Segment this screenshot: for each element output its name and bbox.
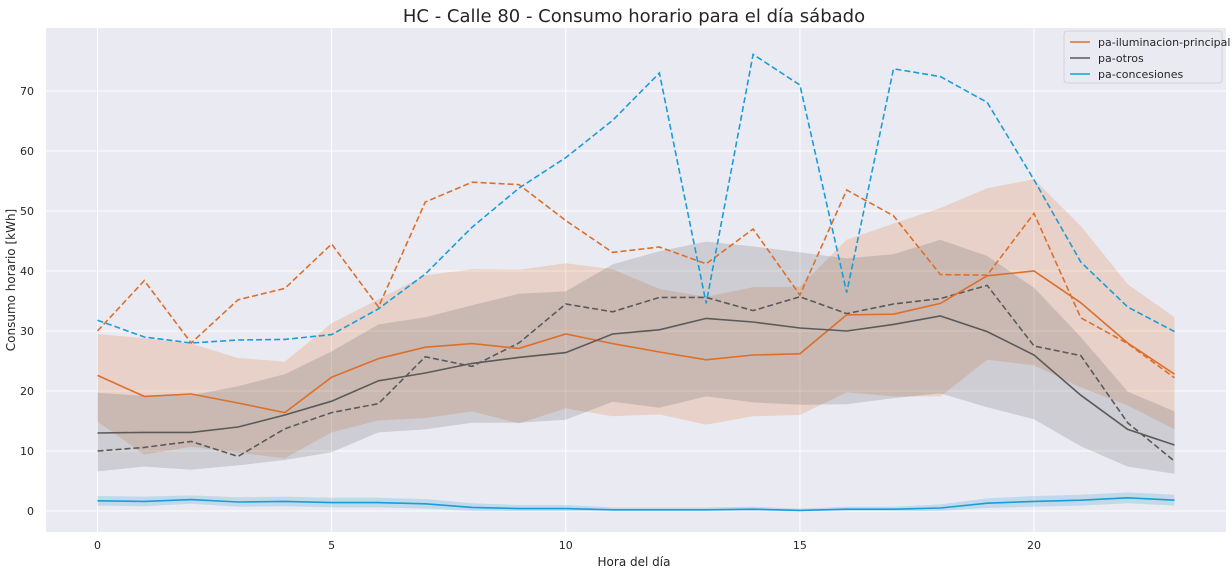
x-axis-label: Hora del día: [598, 555, 671, 569]
chart-title: HC - Calle 80 - Consumo horario para el …: [403, 6, 865, 27]
confidence-band-1: [97, 239, 1175, 474]
x-tick-label: 5: [328, 539, 335, 552]
confidence-band-2: [97, 492, 1175, 511]
legend-label: pa-iluminacion-principal: [1098, 36, 1230, 49]
confidence-bands: [97, 179, 1175, 511]
x-tick-label: 0: [94, 539, 101, 552]
dashed-line-2: [97, 53, 1175, 344]
y-axis-label: Consumo horario [kWh]: [4, 209, 18, 351]
tick-labels: 0 5 10 15 20 0 10 20 30 40 50 60 70: [20, 85, 1041, 552]
y-tick-label: 40: [20, 265, 34, 278]
y-tick-label: 50: [20, 205, 34, 218]
x-tick-label: 20: [1027, 539, 1041, 552]
series-line-0: [97, 270, 1175, 414]
plot-area: [46, 28, 1226, 532]
series-line-1: [97, 315, 1175, 446]
x-tick-label: 15: [793, 539, 807, 552]
y-tick-label: 20: [20, 385, 34, 398]
confidence-band-0: [97, 179, 1175, 459]
y-tick-label: 0: [27, 505, 34, 518]
series-line-2: [97, 496, 1175, 512]
legend: pa-iluminacion-principal pa-otros pa-conce…: [1063, 30, 1230, 84]
dashed-line-0: [96, 181, 1175, 379]
y-tick-label: 10: [20, 445, 34, 458]
dashed-line-1: [97, 284, 1176, 462]
series-lines: [96, 53, 1176, 512]
grid: [46, 28, 1226, 532]
y-tick-label: 70: [20, 85, 34, 98]
legend-label: pa-otros: [1098, 52, 1144, 65]
y-tick-label: 30: [20, 325, 34, 338]
legend-label: pa-concesiones: [1098, 68, 1184, 81]
x-tick-label: 10: [559, 539, 573, 552]
legend-box: [1063, 30, 1223, 84]
y-tick-label: 60: [20, 145, 34, 158]
